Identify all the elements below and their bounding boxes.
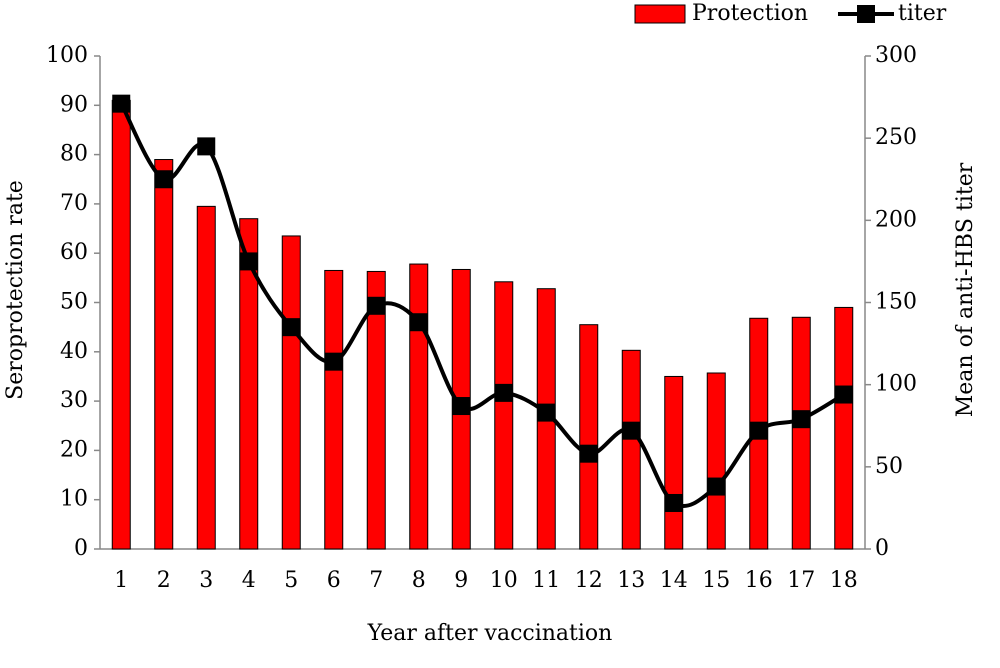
x-tick-label: 6 xyxy=(327,568,341,593)
bar xyxy=(706,372,726,550)
y-tick-label: 0 xyxy=(74,536,88,561)
x-tick-label: 17 xyxy=(787,568,815,593)
x-tick-label: 13 xyxy=(617,568,645,593)
legend-swatch xyxy=(634,4,686,24)
y2-tick-label: 300 xyxy=(875,43,917,68)
y-tick-label: 80 xyxy=(60,142,88,167)
marker xyxy=(282,318,301,337)
marker xyxy=(452,397,471,416)
x-axis-label: Year after vaccination xyxy=(367,621,613,646)
x-tick-label: 1 xyxy=(114,568,128,593)
marker xyxy=(324,352,343,371)
y-tick-label: 90 xyxy=(60,92,88,117)
marker xyxy=(622,421,641,440)
bar xyxy=(196,205,216,550)
x-tick-label: 5 xyxy=(284,568,298,593)
marker xyxy=(197,137,216,156)
marker xyxy=(494,383,513,402)
y-tick-label: 100 xyxy=(46,43,88,68)
marker xyxy=(154,170,173,189)
y-tick-label: 20 xyxy=(60,437,88,462)
y-tick-label: 50 xyxy=(60,290,88,315)
y-axis-label: Seroprotection rate xyxy=(3,180,28,400)
bar xyxy=(239,218,259,550)
marker xyxy=(537,403,556,422)
marker xyxy=(749,421,768,440)
marker xyxy=(664,493,683,512)
x-tick-label: 2 xyxy=(157,568,171,593)
y-tick-label: 10 xyxy=(60,487,88,512)
marker xyxy=(707,477,726,496)
legend-label: Protection xyxy=(692,1,808,26)
y2-axis-label: Mean of anti-HBS titer xyxy=(953,162,978,417)
y2-tick-label: 100 xyxy=(875,372,917,397)
marker xyxy=(367,296,386,315)
marker xyxy=(834,385,853,404)
bar xyxy=(664,375,684,550)
bar xyxy=(281,235,301,550)
bar xyxy=(324,269,344,550)
x-tick-label: 8 xyxy=(412,568,426,593)
bar xyxy=(791,316,811,550)
y-tick-label: 70 xyxy=(60,191,88,216)
marker xyxy=(112,94,131,113)
x-tick-label: 12 xyxy=(575,568,603,593)
marker xyxy=(579,444,598,463)
marker xyxy=(792,410,811,429)
x-tick-label: 10 xyxy=(490,568,518,593)
y-tick-label: 40 xyxy=(60,339,88,364)
bar xyxy=(621,349,641,550)
marker xyxy=(409,313,428,332)
y2-tick-label: 150 xyxy=(875,290,917,315)
x-tick-label: 15 xyxy=(702,568,730,593)
x-tick-label: 16 xyxy=(745,568,773,593)
bar xyxy=(366,270,386,550)
bar xyxy=(409,263,429,550)
marker xyxy=(239,252,258,271)
x-tick-label: 11 xyxy=(532,568,560,593)
bar xyxy=(111,99,131,550)
y-tick-label: 60 xyxy=(60,240,88,265)
bar xyxy=(494,281,514,550)
legend-marker xyxy=(857,5,875,23)
y2-tick-label: 200 xyxy=(875,207,917,232)
y-tick-label: 30 xyxy=(60,388,88,413)
x-tick-label: 3 xyxy=(199,568,213,593)
x-tick-label: 4 xyxy=(242,568,256,593)
y2-tick-label: 0 xyxy=(875,536,889,561)
bar xyxy=(834,306,854,550)
bar xyxy=(154,159,174,550)
y2-tick-label: 50 xyxy=(875,454,903,479)
legend-label: titer xyxy=(898,1,947,26)
x-tick-label: 7 xyxy=(369,568,383,593)
line xyxy=(119,102,845,509)
x-tick-label: 9 xyxy=(454,568,468,593)
y2-tick-label: 250 xyxy=(875,125,917,150)
bar xyxy=(579,324,599,550)
x-tick-label: 18 xyxy=(830,568,858,593)
x-tick-label: 14 xyxy=(660,568,688,593)
